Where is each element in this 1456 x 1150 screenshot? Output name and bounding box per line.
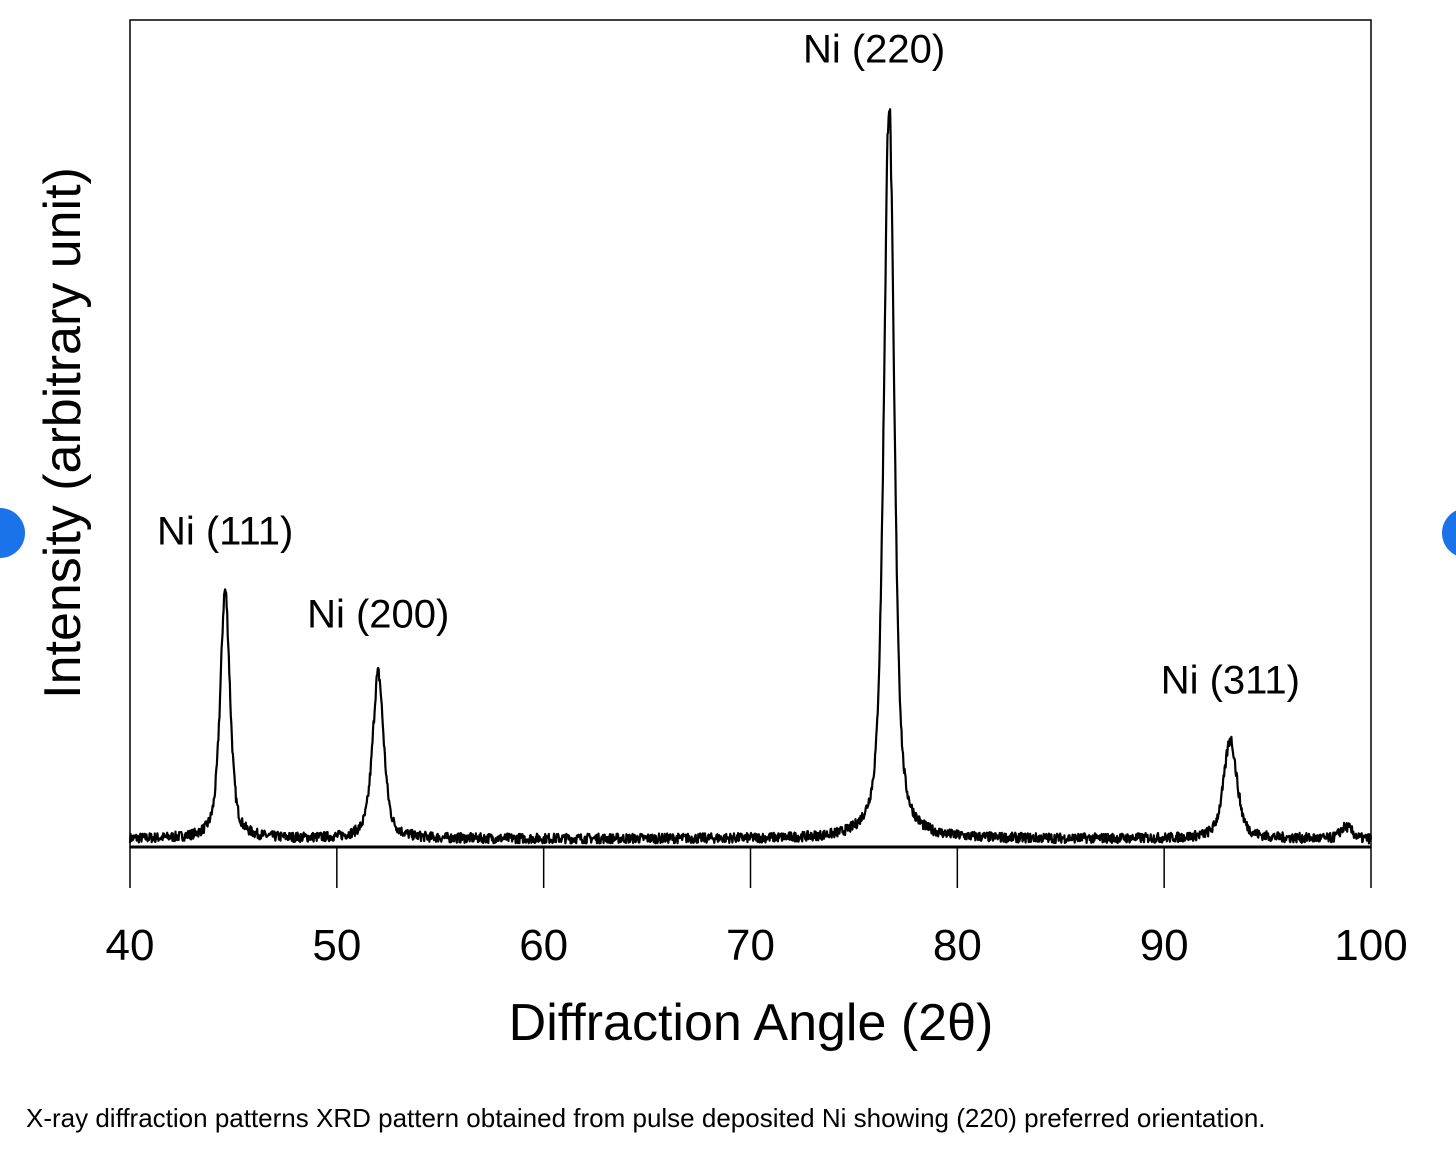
x-tick-label: 90 xyxy=(1140,921,1189,970)
peak-labels: Ni (111) Ni (200) Ni (220) Ni (311) xyxy=(157,28,1300,703)
xrd-chart: 40 50 60 70 80 90 100 Ni (111) Ni (200) Ni (220)… xyxy=(34,19,1408,1052)
x-axis-title: Diffraction Angle (2θ) xyxy=(509,994,994,1052)
y-axis-title: Intensity (arbitrary unit) xyxy=(34,167,92,699)
figure-caption: X-ray diffraction patterns XRD pattern o… xyxy=(26,1103,1266,1133)
x-tick-label: 70 xyxy=(726,921,775,970)
x-tick-label: 100 xyxy=(1334,921,1407,970)
x-axis: 40 50 60 70 80 90 100 xyxy=(106,847,1408,970)
peak-label: Ni (311) xyxy=(1161,658,1300,702)
plot-frame xyxy=(129,19,1372,848)
x-tick-label: 60 xyxy=(519,921,568,970)
peak-label: Ni (200) xyxy=(307,592,449,636)
peak-label: Ni (111) xyxy=(157,510,293,554)
next-slide-button[interactable] xyxy=(1442,508,1456,558)
x-tick-label: 40 xyxy=(106,921,155,970)
x-tick-label: 50 xyxy=(312,921,361,970)
x-tick-label: 80 xyxy=(933,921,982,970)
intensity-curve xyxy=(128,108,1373,845)
peak-label: Ni (220) xyxy=(803,28,945,72)
